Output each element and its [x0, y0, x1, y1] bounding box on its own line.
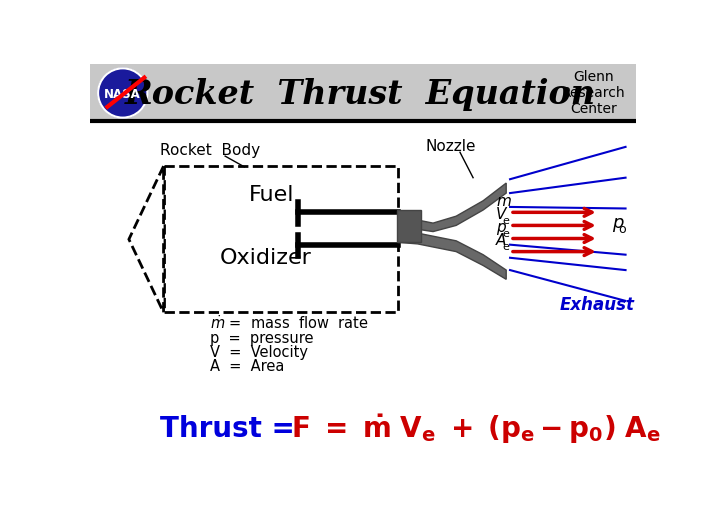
Text: Rocket  Body: Rocket Body [160, 143, 259, 158]
Text: o: o [619, 223, 626, 236]
Text: Nozzle: Nozzle [425, 139, 476, 153]
Text: p: p [613, 215, 624, 233]
Bar [91, 387, 637, 473]
Text: e: e [503, 229, 509, 239]
Polygon shape [398, 233, 506, 279]
Text: Thrust =: Thrust = [160, 415, 304, 443]
Text: NASA: NASA [104, 88, 141, 101]
Text: $\dot{m}$ =  mass  flow  rate: $\dot{m}$ = mass flow rate [210, 314, 369, 332]
Text: p  =  pressure: p = pressure [210, 331, 313, 346]
Bar [91, 64, 637, 122]
Text: e: e [503, 242, 509, 252]
Text: m: m [496, 194, 511, 209]
Text: V: V [496, 207, 506, 222]
Text: p: p [496, 220, 506, 235]
Text: Fuel: Fuel [249, 185, 294, 204]
Text: $\mathbf{F\ =\ \dot{m}\ V_e\ +\ (p_e - p_0)\ A_e}$: $\mathbf{F\ =\ \dot{m}\ V_e\ +\ (p_e - p… [291, 413, 661, 446]
Text: Glenn
Research
Center: Glenn Research Center [562, 70, 625, 116]
Text: A  =  Area: A = Area [210, 359, 284, 374]
Text: e: e [503, 216, 509, 226]
Bar [164, 166, 398, 312]
Polygon shape [398, 183, 506, 232]
Text: Oxidizer: Oxidizer [220, 248, 312, 268]
Polygon shape [129, 166, 164, 312]
Circle shape [98, 68, 147, 118]
Text: V  =  Velocity: V = Velocity [210, 345, 308, 360]
Bar [397, 210, 421, 242]
Text: Rocket  Thrust  Equation: Rocket Thrust Equation [124, 78, 596, 111]
Text: Exhaust: Exhaust [560, 296, 635, 314]
Text: A: A [496, 234, 506, 249]
Bar [91, 127, 637, 387]
